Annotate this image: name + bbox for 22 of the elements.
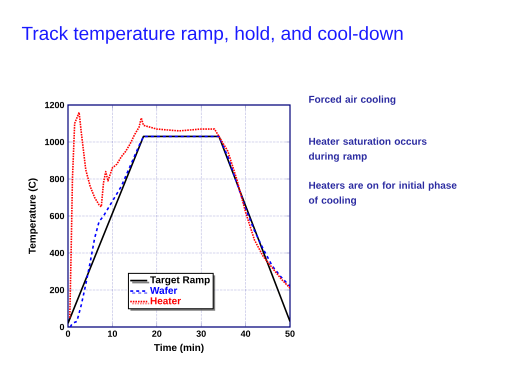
y-tick-label: 1200 <box>45 102 64 108</box>
x-axis-title: Time (min) <box>154 344 204 354</box>
y-tick-label: 400 <box>50 250 64 256</box>
text: Heater saturation occurs during ramp <box>308 138 427 162</box>
y-tick-label: 800 <box>50 176 64 182</box>
y-axis-title: Temperature (C) <box>28 178 38 254</box>
y-tick-label: 0 <box>60 324 64 330</box>
legend-label: Heater <box>150 297 181 304</box>
x-tick-label: 30 <box>196 330 206 337</box>
legend-label: Target Ramp <box>150 276 210 286</box>
text: Forced air cooling <box>309 96 396 105</box>
x-tick-label: 50 <box>285 330 295 337</box>
y-tick-label: 1000 <box>45 138 64 146</box>
chart-title: Track temperature ramp, hold, and cool-down <box>22 26 403 44</box>
y-tick-label: 200 <box>50 286 64 294</box>
legend-label: Wafer <box>150 286 178 294</box>
x-tick-label: 10 <box>108 330 118 337</box>
text: Heaters are on for initial phase of cooling <box>308 182 457 206</box>
y-tick-label: 600 <box>50 212 64 220</box>
x-tick-label: 40 <box>240 330 250 337</box>
x-tick-label: 0 <box>66 330 70 337</box>
x-tick-label: 20 <box>152 330 162 337</box>
